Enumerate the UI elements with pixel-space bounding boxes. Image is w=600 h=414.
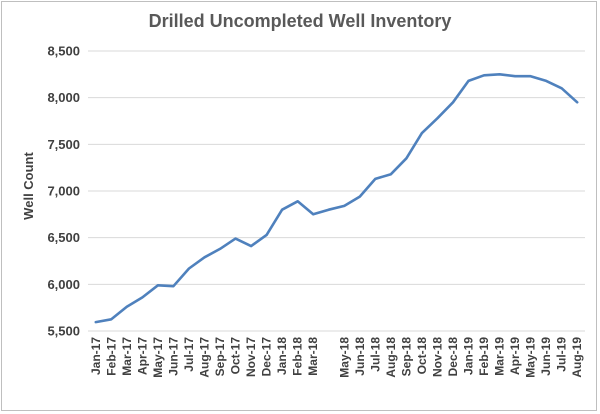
x-tick-label: Dec-17 bbox=[260, 337, 274, 377]
x-tick-label: Sep-18 bbox=[399, 337, 413, 377]
x-tick-label: Aug-19 bbox=[570, 337, 584, 378]
gridlines bbox=[88, 50, 585, 332]
x-tick-label: Mar-19 bbox=[493, 337, 507, 376]
x-tick-label: Jul-19 bbox=[555, 337, 569, 372]
x-tick-label: Jun-17 bbox=[166, 337, 180, 376]
x-tick-label: Apr-19 bbox=[508, 337, 522, 375]
y-tick-label: 7,000 bbox=[47, 184, 80, 199]
x-tick-label: Mar-17 bbox=[120, 337, 134, 376]
x-tick-label: Apr-17 bbox=[135, 337, 149, 375]
x-tick-label: Oct-17 bbox=[229, 337, 243, 375]
series-lines bbox=[94, 73, 579, 324]
x-tick-label: Sep-17 bbox=[213, 337, 227, 377]
x-tick-label: Jan-19 bbox=[462, 337, 476, 375]
x-tick-label: Mar-18 bbox=[306, 337, 320, 376]
x-tick-label: Feb-18 bbox=[291, 337, 305, 376]
x-tick-label: Dec-18 bbox=[446, 337, 460, 377]
x-tick-label: Jul-17 bbox=[182, 337, 196, 372]
y-tick-label: 8,000 bbox=[47, 90, 80, 105]
y-tick-label: 7,500 bbox=[47, 137, 80, 152]
x-tick-label: Jul-18 bbox=[368, 337, 382, 372]
x-tick-label: May-18 bbox=[337, 337, 351, 378]
x-axis-ticks: Jan-17 Feb-17 Mar-17 Apr-17 May-17 Jun-17 Jul-… bbox=[89, 337, 584, 378]
x-tick-label: Aug-17 bbox=[197, 337, 211, 378]
x-tick-label: Aug-18 bbox=[384, 337, 398, 378]
y-tick-label: 6,500 bbox=[47, 230, 80, 245]
x-tick-label: May-19 bbox=[524, 337, 538, 378]
x-tick-label: Jun-18 bbox=[353, 337, 367, 376]
y-axis-ticks: 5,500 6,000 6,500 7,000 7,500 8,000 8,500 bbox=[47, 44, 80, 339]
x-tick-label: Feb-19 bbox=[477, 337, 491, 376]
x-tick-label: Nov-18 bbox=[430, 337, 444, 377]
y-tick-label: 5,500 bbox=[47, 324, 80, 339]
x-tick-label: Jun-19 bbox=[539, 337, 553, 376]
y-axis-label: Well Count bbox=[21, 152, 36, 220]
series-line bbox=[94, 73, 579, 324]
y-tick-label: 6,000 bbox=[47, 277, 80, 292]
x-tick-label: Jan-17 bbox=[89, 337, 103, 375]
x-tick-label: Feb-17 bbox=[104, 337, 118, 376]
x-tick-label: Oct-18 bbox=[415, 337, 429, 375]
x-tick-label: Jan-18 bbox=[275, 337, 289, 375]
chart-title: Drilled Uncompleted Well Inventory bbox=[148, 11, 452, 31]
x-tick-label: May-17 bbox=[151, 337, 165, 378]
x-tick-label: Nov-17 bbox=[244, 337, 258, 377]
y-tick-label: 8,500 bbox=[47, 44, 80, 59]
